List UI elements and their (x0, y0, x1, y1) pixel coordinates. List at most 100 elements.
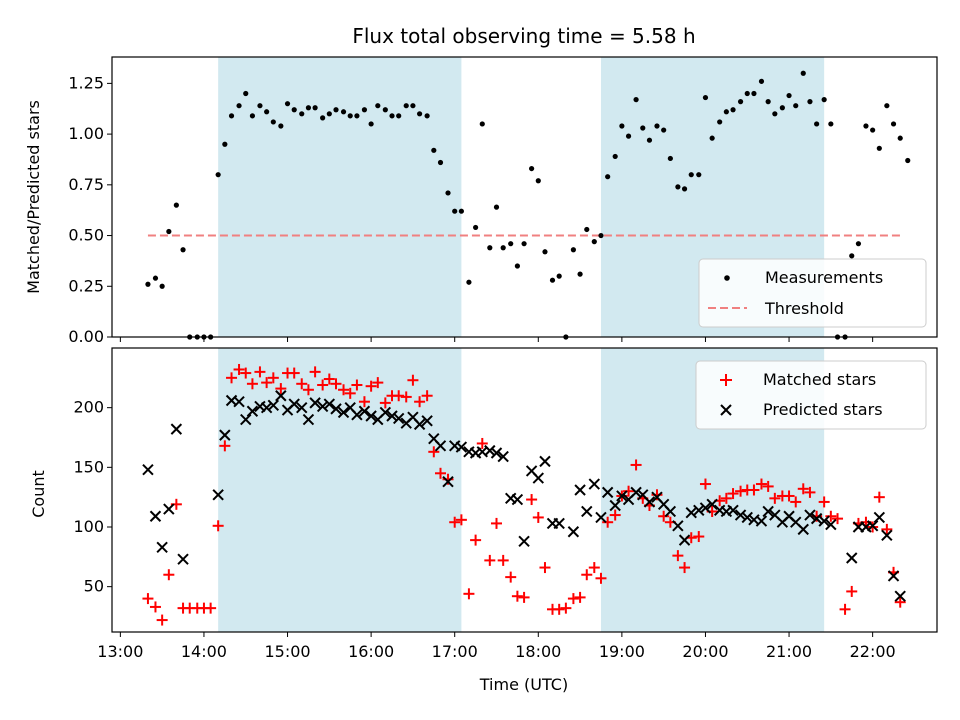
matched-star-point (881, 523, 893, 535)
matched-star-point (338, 384, 350, 396)
measurement-point (675, 184, 681, 190)
matched-star-point (379, 397, 391, 409)
top-y-tick-label: 0.50 (68, 226, 104, 245)
measurement-point (640, 125, 646, 131)
predicted-star-point (323, 398, 336, 410)
measurement-point (326, 111, 332, 117)
measurement-point (222, 141, 228, 147)
predicted-star-point (678, 534, 691, 546)
matched-star-point (735, 485, 747, 497)
matched-star-point (142, 593, 154, 605)
matched-star-point (351, 379, 363, 391)
matched-star-point (240, 367, 252, 379)
measurement-point (382, 107, 388, 113)
predicted-star-point (511, 493, 524, 506)
matched-star-point (832, 513, 844, 525)
matched-star-point (518, 591, 530, 603)
matched-star-point (609, 509, 621, 521)
predicted-star-point (379, 406, 392, 419)
measurement-point (549, 277, 556, 283)
measurement-point (361, 107, 368, 113)
count-points (142, 363, 906, 626)
top-y-tick-label: 1.00 (68, 124, 104, 143)
matched-star-point (769, 492, 781, 504)
measurement-point (521, 241, 527, 247)
matched-star-point (219, 440, 231, 452)
matched-star-point (449, 516, 461, 528)
matched-star-point (309, 366, 321, 378)
matched-star-point (894, 596, 906, 608)
measurement-point (500, 245, 506, 251)
matched-star-point (233, 363, 245, 375)
matched-star-point (602, 516, 614, 528)
predicted-star-point (630, 486, 642, 499)
matched-star-point (455, 514, 467, 526)
measurement-point (145, 281, 151, 287)
predicted-star-point (490, 447, 503, 459)
measurement-point (890, 121, 897, 127)
measurement-point (612, 153, 618, 160)
predicted-star-point (727, 504, 739, 516)
top-legend: Measurements Threshold (698, 258, 927, 328)
measurement-point (445, 190, 451, 196)
predicted-star-point (818, 515, 830, 527)
predicted-star-point (392, 412, 405, 425)
x-tick-label: 14:00 (181, 642, 227, 661)
measurement-point (646, 137, 653, 143)
measurement-point (410, 103, 416, 109)
predicted-star-point (693, 504, 705, 516)
measurement-point (730, 107, 736, 113)
matched-star-point (581, 569, 593, 581)
predicted-star-point (267, 399, 280, 411)
measurement-point (152, 275, 159, 281)
matched-star-point (797, 483, 809, 495)
measurement-point (228, 113, 235, 119)
measurement-point (236, 103, 242, 109)
predicted-star-point (302, 413, 315, 426)
predicted-star-point (685, 506, 697, 519)
matched-star-point (490, 517, 502, 529)
measurement-point (264, 109, 270, 115)
measurement-point (431, 147, 437, 153)
predicted-star-point (288, 398, 300, 410)
predicted-star-point (881, 529, 893, 542)
predicted-star-point (434, 440, 447, 452)
bottom-legend-box (695, 360, 927, 430)
legend-matched-marker (720, 374, 732, 386)
measurement-point (270, 119, 276, 125)
matched-star-point (372, 377, 384, 389)
measurement-point (667, 155, 673, 162)
matched-star-point (762, 480, 774, 492)
matched-star-point (421, 390, 433, 402)
predicted-star-point (365, 410, 377, 422)
measurement-point (577, 271, 583, 277)
measurement-point (897, 135, 903, 141)
matched-star-point (679, 562, 691, 574)
measurement-point (493, 204, 500, 210)
measurement-point (633, 97, 639, 103)
predicted-star-point (539, 455, 551, 468)
bottom-y-tick-label: 100 (73, 517, 104, 536)
matched-star-point (699, 478, 711, 490)
legend-threshold-label: Threshold (764, 299, 844, 318)
measurement-point (354, 113, 360, 119)
measurement-point (681, 186, 688, 192)
matched-star-point (365, 380, 377, 392)
predicted-star-point (219, 429, 231, 441)
predicted-star-point (567, 526, 580, 538)
measurement-point (821, 97, 827, 103)
predicted-star-point (810, 512, 823, 525)
bottom-y-tick-label: 150 (73, 457, 104, 476)
bottom-panel: 50 100 150 200 13:00 14:00 15:00 16:00 17:00 18:0… (29, 347, 938, 694)
top-y-tick-label: 0.00 (68, 327, 104, 346)
measurement-point (508, 241, 514, 247)
matched-star-point (434, 467, 446, 479)
matched-star-point (275, 383, 287, 395)
measurement-point (291, 107, 297, 113)
measurement-point (340, 109, 347, 115)
measurement-point (598, 232, 604, 239)
legend-measurements-marker (724, 275, 730, 281)
top-panel: 0.00 0.25 0.50 0.75 1.00 1.25 Matched/Predict… (24, 56, 938, 346)
matched-star-point (595, 572, 607, 584)
predicted-star-point (177, 553, 189, 565)
